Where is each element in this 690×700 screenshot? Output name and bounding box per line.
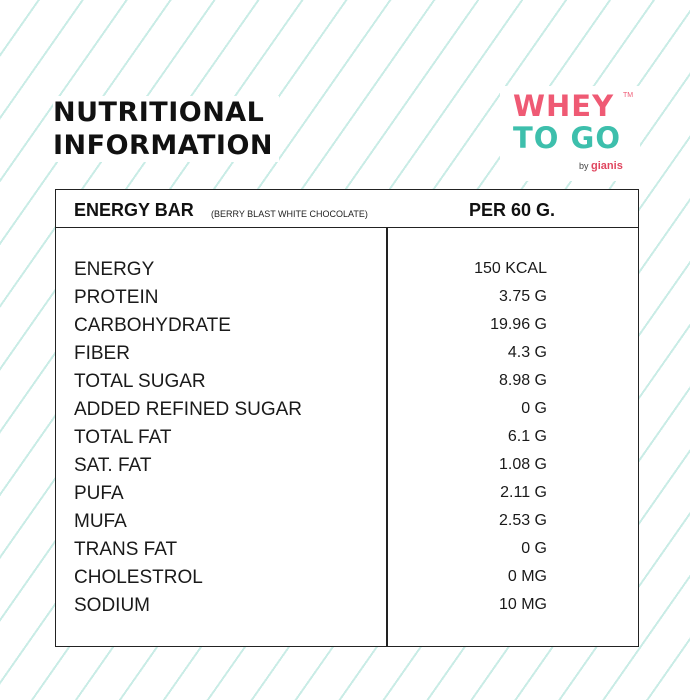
table-row: TRANS FAT 0 G (56, 536, 638, 564)
product-variant: (BERRY BLAST WHITE CHOCOLATE) (211, 209, 368, 219)
logo-by: by (579, 161, 589, 171)
nutrient-value: 1.08 G (498, 456, 547, 473)
table-row: SAT. FAT 1.08 G (56, 452, 638, 480)
logo-brand: gianis (591, 160, 623, 172)
nutrient-name: CHOLESTROL (74, 567, 203, 588)
page-title-line-2: INFORMATION (53, 130, 274, 161)
nutrient-value: 0 G (521, 540, 547, 557)
nutrient-name: FIBER (74, 343, 130, 364)
nutrient-value: 2.11 G (500, 484, 547, 501)
page-title: NUTRITIONAL INFORMATION (53, 96, 280, 162)
table-row: TOTAL FAT 6.1 G (56, 424, 638, 452)
serving-size: PER 60 G. (469, 200, 556, 220)
nutrient-value: 0 MG (507, 568, 547, 585)
nutrient-value: 150 KCAL (474, 260, 547, 277)
table-row: ENERGY 150 KCAL (56, 256, 638, 284)
table-row: PROTEIN 3.75 G (56, 284, 638, 312)
nutrient-name: SODIUM (74, 595, 150, 616)
nutrient-name: CARBOHYDRATE (74, 315, 231, 336)
nutrient-value: 2.53 G (498, 512, 547, 529)
table-row: CHOLESTROL 0 MG (56, 564, 638, 592)
nutrient-value: 19.96 G (490, 316, 547, 333)
table-row: FIBER 4.3 G (56, 340, 638, 368)
nutrition-table: ENERGY BAR (BERRY BLAST WHITE CHOCOLATE)… (55, 189, 639, 647)
nutrient-name: PUFA (74, 483, 124, 504)
nutrient-value: 0 G (521, 400, 547, 417)
nutrient-value: 6.1 G (507, 428, 547, 445)
nutrient-name: TOTAL SUGAR (74, 371, 206, 392)
table-header: ENERGY BAR (BERRY BLAST WHITE CHOCOLATE)… (56, 190, 638, 228)
brand-logo: WHEY TM TO GO by gianis (500, 86, 640, 181)
nutrient-name: SAT. FAT (74, 455, 152, 476)
nutrient-name: ENERGY (74, 259, 155, 280)
page-title-line-1: NUTRITIONAL (53, 97, 265, 128)
table-row: ADDED REFINED SUGAR 0 G (56, 396, 638, 424)
nutrient-name: MUFA (74, 511, 127, 532)
table-row: CARBOHYDRATE 19.96 G (56, 312, 638, 340)
nutrient-name: TRANS FAT (74, 539, 178, 560)
nutrient-value: 10 MG (498, 596, 547, 613)
nutrient-name: PROTEIN (74, 287, 159, 308)
logo-trademark: TM (623, 92, 634, 99)
logo-line-whey: WHEY (513, 89, 615, 123)
nutrient-name: TOTAL FAT (74, 427, 172, 448)
table-row: TOTAL SUGAR 8.98 G (56, 368, 638, 396)
table-row: PUFA 2.11 G (56, 480, 638, 508)
nutrient-value: 3.75 G (498, 288, 547, 305)
product-name: ENERGY BAR (74, 200, 194, 220)
column-divider (386, 228, 388, 646)
table-row: MUFA 2.53 G (56, 508, 638, 536)
logo-line-togo: TO GO (513, 121, 621, 155)
logo-byline: by gianis (579, 160, 623, 172)
nutrient-value: 8.98 G (498, 372, 547, 389)
nutrient-value: 4.3 G (507, 344, 547, 361)
nutrient-name: ADDED REFINED SUGAR (74, 399, 303, 420)
table-row: SODIUM 10 MG (56, 592, 638, 620)
